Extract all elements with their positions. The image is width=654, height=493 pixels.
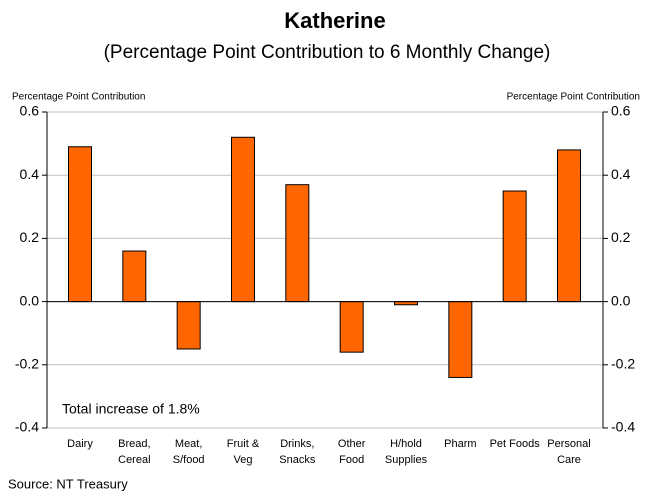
bar [285,184,310,303]
bar [502,190,527,303]
x-tick-label-line: Fruit & [227,438,260,450]
bar [122,250,147,303]
y-tick-label: 0.6 [20,103,40,119]
y-tick-label: -0.4 [15,419,39,435]
x-tick-label-line: Meat, [175,438,203,450]
chart-title: Katherine [284,8,385,33]
y2-tick-label: 0.4 [611,166,631,182]
y-tick-label: 0.2 [20,229,40,245]
x-tick-label: Drinks, Snacks [279,438,316,466]
annotation: Total increase of 1.8% [62,401,200,417]
x-tick-label-line: Care [557,454,581,466]
y-tick-label: -0.2 [15,356,39,372]
x-tick-label: Pharm [444,438,476,450]
x-tick-label-line: Dairy [67,438,93,450]
x-tick-label-line: Cereal [118,454,150,466]
y-tick-label: 0.4 [20,166,40,182]
y-tick-label: 0.0 [20,292,40,308]
x-tick-label: Personal Care [547,438,590,466]
x-tick-label-line: Snacks [279,454,316,466]
x-tick-label: Other Food [338,438,366,466]
x-tick-label-line: Pharm [444,438,476,450]
x-tick-label: Pet Foods [490,438,541,450]
x-tick-label-line: Supplies [385,454,428,466]
chart-subtitle: (Percentage Point Contribution to 6 Mont… [104,42,551,63]
bar [557,149,581,303]
y2-tick-label: 0.6 [611,103,631,119]
x-tick-label-line: S/food [173,454,205,466]
bar [339,301,364,353]
x-tick-label-line: Food [339,454,364,466]
x-tick-label-line: Pet Foods [490,438,541,450]
x-tick-label-line: Drinks, [280,438,314,450]
x-tick-label-line: Personal [547,438,590,450]
y2-tick-label: 0.2 [611,229,631,245]
x-tick-label-line: Bread, [118,438,150,450]
y2-tick-label: 0.0 [611,292,631,308]
bar [176,301,201,350]
x-tick-label: Fruit & Veg [227,438,260,466]
y2-tick-label: -0.2 [611,356,635,372]
bar [68,146,92,303]
bar [231,136,255,303]
y2-axis-label: Percentage Point Contribution [507,92,640,103]
x-tick-label: H/hold Supplies [385,438,428,466]
x-tick-label-line: Other [338,438,366,450]
y-axis-label: Percentage Point Contribution [12,92,145,103]
bar [448,301,473,378]
x-tick-label-line: Veg [234,454,253,466]
y2-tick-label: -0.4 [611,419,635,435]
x-tick-label: Dairy [67,438,93,450]
source: Source: NT Treasury [8,476,128,491]
x-tick-label: Bread, Cereal [118,438,150,466]
x-tick-label-line: H/hold [390,438,422,450]
x-tick-label: Meat, S/food [173,438,205,466]
